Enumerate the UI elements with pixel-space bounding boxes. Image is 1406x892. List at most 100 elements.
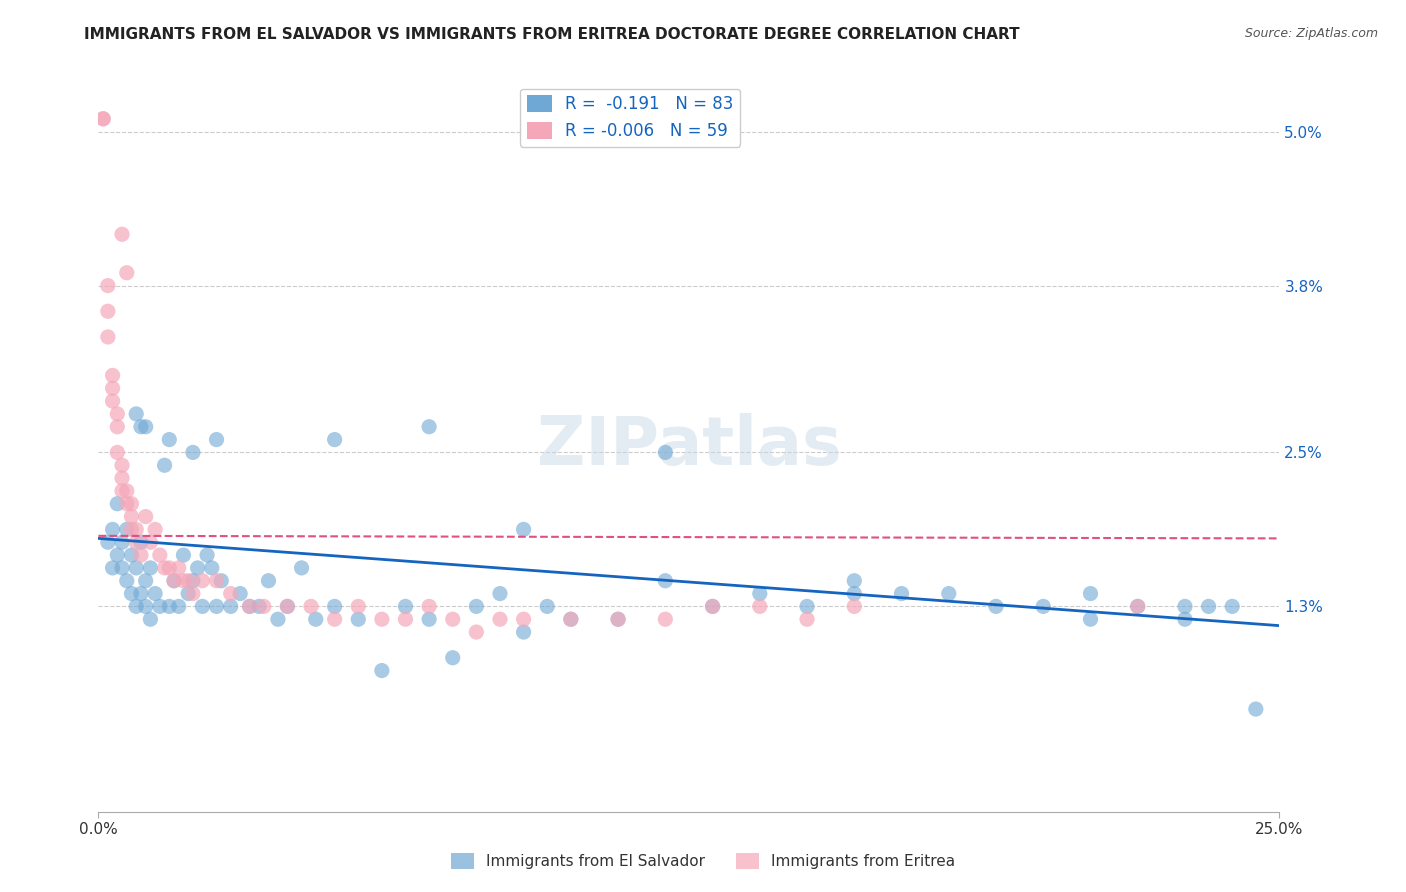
Point	[219, 586, 242, 600]
Point	[418, 612, 440, 626]
Point	[111, 227, 134, 242]
Point	[1174, 612, 1197, 626]
Point	[702, 599, 724, 614]
Point	[187, 561, 209, 575]
Point	[323, 433, 346, 447]
Point	[149, 548, 172, 562]
Point	[125, 561, 148, 575]
Point	[157, 599, 180, 614]
Point	[347, 612, 370, 626]
Point	[149, 599, 172, 614]
Point	[938, 586, 960, 600]
Point	[139, 535, 162, 549]
Point	[844, 574, 866, 588]
Point	[177, 574, 200, 588]
Point	[654, 445, 676, 459]
Point	[512, 612, 534, 626]
Point	[465, 625, 488, 640]
Point	[347, 599, 370, 614]
Point	[177, 586, 200, 600]
Point	[489, 612, 512, 626]
Point	[702, 599, 724, 614]
Point	[125, 523, 148, 537]
Point	[105, 445, 128, 459]
Point	[167, 599, 190, 614]
Point	[139, 612, 162, 626]
Point	[172, 548, 194, 562]
Point	[290, 561, 312, 575]
Point	[111, 458, 134, 473]
Point	[748, 586, 770, 600]
Point	[105, 419, 128, 434]
Point	[1126, 599, 1149, 614]
Point	[163, 574, 186, 588]
Point	[253, 599, 276, 614]
Point	[135, 599, 157, 614]
Point	[125, 599, 148, 614]
Point	[97, 535, 120, 549]
Point	[191, 599, 214, 614]
Point	[1126, 599, 1149, 614]
Text: IMMIGRANTS FROM EL SALVADOR VS IMMIGRANTS FROM ERITREA DOCTORATE DEGREE CORRELAT: IMMIGRANTS FROM EL SALVADOR VS IMMIGRANT…	[84, 27, 1019, 42]
Point	[512, 523, 534, 537]
Point	[121, 548, 143, 562]
Point	[105, 548, 128, 562]
Point	[441, 612, 464, 626]
Point	[276, 599, 298, 614]
Point	[129, 548, 152, 562]
Point	[191, 574, 214, 588]
Point	[654, 574, 676, 588]
Point	[512, 625, 534, 640]
Point	[111, 483, 134, 498]
Point	[205, 599, 228, 614]
Point	[195, 548, 218, 562]
Point	[748, 599, 770, 614]
Point	[276, 599, 298, 614]
Point	[135, 419, 157, 434]
Point	[101, 523, 124, 537]
Point	[205, 433, 228, 447]
Point	[115, 523, 138, 537]
Point	[97, 278, 120, 293]
Point	[796, 599, 818, 614]
Point	[97, 304, 120, 318]
Point	[91, 112, 114, 126]
Point	[121, 523, 143, 537]
Point	[101, 394, 124, 409]
Point	[560, 612, 582, 626]
Point	[489, 586, 512, 600]
Point	[239, 599, 262, 614]
Point	[229, 586, 252, 600]
Point	[201, 561, 224, 575]
Point	[125, 535, 148, 549]
Point	[239, 599, 262, 614]
Point	[371, 664, 394, 678]
Point	[267, 612, 290, 626]
Point	[111, 561, 134, 575]
Point	[536, 599, 558, 614]
Point	[115, 497, 138, 511]
Point	[101, 381, 124, 395]
Point	[157, 433, 180, 447]
Point	[394, 612, 416, 626]
Point	[371, 612, 394, 626]
Point	[984, 599, 1007, 614]
Point	[465, 599, 488, 614]
Text: ZIPatlas: ZIPatlas	[537, 413, 841, 479]
Point	[105, 407, 128, 421]
Point	[139, 561, 162, 575]
Point	[205, 574, 228, 588]
Point	[305, 612, 328, 626]
Point	[135, 509, 157, 524]
Point	[394, 599, 416, 614]
Point	[607, 612, 630, 626]
Point	[115, 574, 138, 588]
Point	[172, 574, 194, 588]
Point	[1220, 599, 1243, 614]
Point	[101, 368, 124, 383]
Point	[143, 523, 166, 537]
Point	[153, 458, 176, 473]
Text: Source: ZipAtlas.com: Source: ZipAtlas.com	[1244, 27, 1378, 40]
Legend: R =  -0.191   N = 83, R = -0.006   N = 59: R = -0.191 N = 83, R = -0.006 N = 59	[520, 88, 740, 146]
Point	[1244, 702, 1267, 716]
